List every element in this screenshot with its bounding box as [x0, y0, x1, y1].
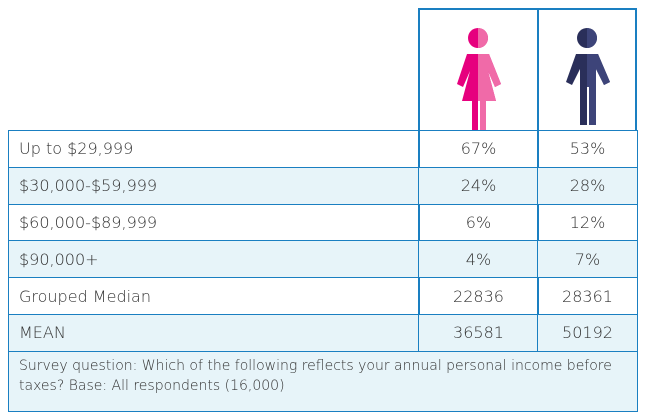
value-cell: 4%	[418, 240, 539, 279]
woman-icon	[457, 28, 501, 131]
row-label: $30,000-$59,999	[8, 166, 420, 205]
value-cell: 67%	[418, 130, 539, 168]
value-cell: 12%	[537, 203, 638, 242]
row-label: MEAN	[8, 314, 420, 352]
value-cell: 24%	[418, 166, 539, 205]
row-label: $90,000+	[8, 240, 420, 279]
row-label: Grouped Median	[8, 277, 420, 315]
men-header	[537, 8, 637, 131]
row-label: Up to $29,999	[8, 130, 420, 168]
value-cell: 53%	[537, 130, 638, 168]
value-cell: 36581	[418, 314, 539, 352]
man-icon	[566, 28, 610, 125]
footnote: Survey question: Which of the following …	[8, 350, 638, 412]
women-header	[418, 8, 539, 131]
value-cell: 6%	[418, 203, 539, 242]
value-cell: 22836	[418, 277, 539, 315]
value-cell: 7%	[537, 240, 638, 279]
row-label: $60,000-$89,999	[8, 203, 420, 242]
value-cell: 28361	[537, 277, 638, 315]
value-cell: 50192	[537, 314, 638, 352]
value-cell: 28%	[537, 166, 638, 205]
